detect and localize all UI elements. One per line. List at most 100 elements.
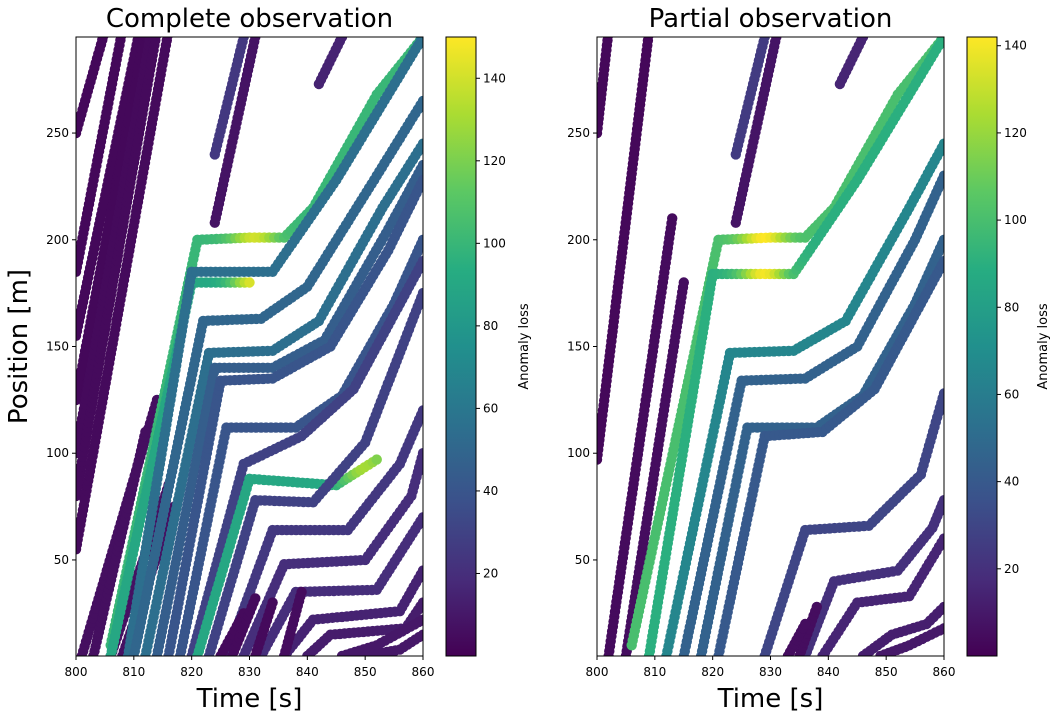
left-scatter-point <box>98 37 109 41</box>
right-scatter-point <box>938 138 944 149</box>
left-scatter-point <box>336 37 348 43</box>
right-vehicle-trajectory <box>597 37 654 465</box>
left-y-axis: 50 100 150 200 250 <box>46 126 76 567</box>
left-vehicle-trajectory <box>336 614 423 656</box>
right-colorbar-tick-label: 20 <box>1004 562 1019 576</box>
left-colorbar-tick-label: 40 <box>483 484 498 498</box>
right-vehicle-trajectory <box>782 618 811 656</box>
left-scatter-point <box>417 159 423 171</box>
left-vehicle-trajectory <box>88 426 151 656</box>
left-scatter-point <box>417 405 423 416</box>
right-vehicle-trajectory <box>759 388 944 656</box>
left-scatter-point <box>417 174 423 186</box>
right-y-tick-label: 150 <box>567 340 590 354</box>
left-vehicle-trajectory <box>128 95 423 656</box>
left-colorbar-gradient <box>445 36 477 657</box>
right-x-tick-label: 820 <box>701 665 724 679</box>
right-colorbar-label: Anomaly loss <box>1036 303 1051 389</box>
right-colorbar-tick-label: 80 <box>1004 300 1019 314</box>
right-scatter-point <box>938 601 944 613</box>
left-x-tick-label: 820 <box>180 665 203 679</box>
left-scatter-point <box>417 565 423 576</box>
left-colorbar-tick-label: 120 <box>483 154 506 168</box>
right-x-axis: 800 810 820 830 840 850 860 <box>586 656 956 679</box>
left-x-tick-label: 830 <box>238 665 261 679</box>
left-scatter-point <box>116 37 127 41</box>
right-vehicle-trajectory <box>730 37 782 228</box>
left-vehicle-trajectory <box>163 174 423 656</box>
right-x-axis-title: Time [s] <box>717 684 824 714</box>
left-x-axis-title: Time [s] <box>196 684 303 714</box>
left-colorbar-tick-label: 20 <box>483 566 498 580</box>
right-x-tick-label: 830 <box>759 665 782 679</box>
left-colorbar-ticks: 20 40 60 80 100 120 140 <box>476 71 506 580</box>
right-vehicle-trajectory <box>857 601 944 656</box>
right-vehicle-trajectory <box>603 213 678 656</box>
right-vehicle-trajectory <box>597 25 613 139</box>
left-scatter-point <box>417 37 423 43</box>
left-scatter-point <box>250 37 261 43</box>
left-colorbar: 20 40 60 80 100 120 140 Anomaly loss <box>445 36 532 657</box>
right-vehicle-trajectory <box>794 601 822 656</box>
right-scatter-point <box>938 533 944 544</box>
left-colorbar-tick-label: 60 <box>483 401 498 415</box>
left-scatter-point <box>371 454 382 465</box>
left-scatter-point <box>296 586 307 598</box>
left-y-tick-label: 150 <box>46 340 69 354</box>
right-x-tick-label: 860 <box>933 665 956 679</box>
right-panel-title: Partial observation <box>649 4 893 34</box>
right-y-tick-label: 50 <box>575 553 590 567</box>
left-vehicle-trajectory <box>238 448 423 656</box>
left-vehicle-trajectory <box>76 37 144 341</box>
right-y-tick-label: 250 <box>567 126 590 140</box>
right-colorbar-tick-label: 40 <box>1004 475 1019 489</box>
left-scatter-point <box>151 37 162 41</box>
right-colorbar-tick-label: 140 <box>1004 39 1027 53</box>
right-scatter-point <box>938 234 944 245</box>
left-vehicle-trajectory <box>209 37 261 228</box>
left-vehicle-trajectory <box>279 586 307 656</box>
left-scatter-point <box>417 95 423 107</box>
left-scatter-point <box>417 255 423 267</box>
left-vehicle-trajectory <box>360 629 423 656</box>
left-vehicle-trajectory <box>203 287 423 656</box>
left-y-tick-label: 50 <box>54 553 69 567</box>
right-colorbar-tick-label: 60 <box>1004 387 1019 401</box>
right-vehicle-trajectory <box>661 138 944 656</box>
right-vehicle-trajectory <box>643 37 944 656</box>
left-colorbar-tick-label: 140 <box>483 71 506 85</box>
right-colorbar-gradient <box>966 36 998 657</box>
right-vehicle-trajectory <box>713 255 944 656</box>
right-x-tick-label: 800 <box>586 665 609 679</box>
left-vehicle-trajectory <box>250 597 278 656</box>
right-y-tick-label: 200 <box>567 233 590 247</box>
left-vehicle-trajectory <box>209 37 249 160</box>
right-vehicle-trajectory <box>817 533 944 656</box>
left-y-tick-label: 200 <box>46 233 69 247</box>
right-scatter-point <box>938 388 944 399</box>
left-x-tick-label: 840 <box>296 665 319 679</box>
right-scatter-point <box>938 170 944 181</box>
left-vehicle-trajectory <box>76 37 162 502</box>
left-y-axis-title: Position [m] <box>4 269 34 424</box>
left-scatter-point <box>417 287 423 299</box>
right-scatter-point <box>938 255 944 267</box>
left-y-tick-label: 100 <box>46 446 69 460</box>
right-scatter-point <box>603 25 613 35</box>
left-scatter-points <box>76 37 423 656</box>
left-y-tick-label: 250 <box>46 126 69 140</box>
left-scatter-point <box>417 138 423 149</box>
right-scatter-point <box>643 37 654 41</box>
right-vehicle-trajectory <box>834 37 869 90</box>
right-scatter-points <box>597 25 944 656</box>
left-vehicle-trajectory <box>227 593 261 656</box>
right-panel: Partial observation 800 810 820 830 840 850 86… <box>567 4 955 714</box>
left-x-tick-label: 800 <box>65 665 88 679</box>
right-x-tick-label: 840 <box>817 665 840 679</box>
left-x-tick-label: 860 <box>412 665 435 679</box>
right-colorbar: 20 40 60 80 100 120 140 Anomaly loss <box>966 36 1051 657</box>
left-scatter-point <box>417 597 423 608</box>
left-vehicle-trajectory <box>255 512 423 656</box>
right-colorbar-ticks: 20 40 60 80 100 120 140 <box>997 39 1027 576</box>
